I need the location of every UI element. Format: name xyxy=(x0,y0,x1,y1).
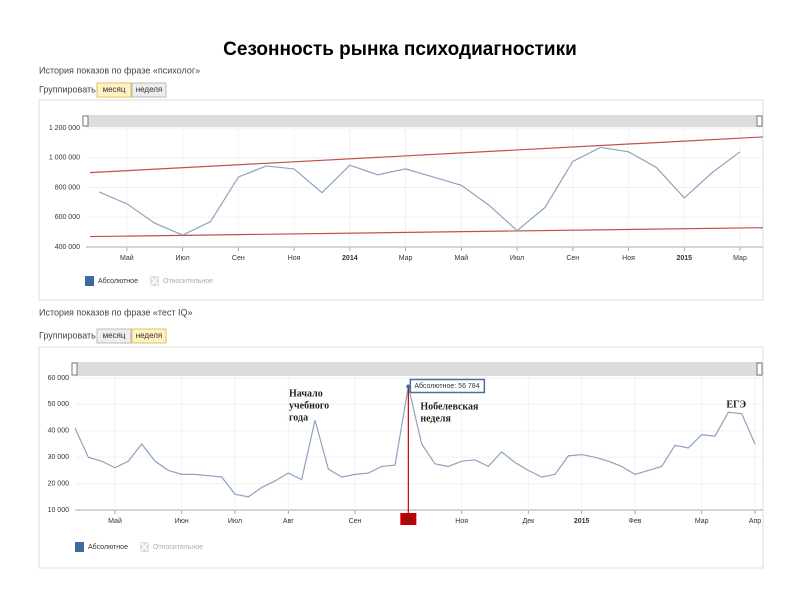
tooltip-box xyxy=(409,378,486,394)
scroller-handle[interactable] xyxy=(756,362,763,376)
x-tick-label: 2015 xyxy=(574,518,590,525)
y-tick-label: 30 000 xyxy=(48,454,70,461)
x-tick-label: Фев xyxy=(629,518,642,525)
series-line xyxy=(74,386,756,498)
x-tick-label: Апр xyxy=(749,518,761,525)
group-button-label[interactable]: месяц xyxy=(103,331,126,340)
group-button[interactable] xyxy=(131,328,167,344)
group-button[interactable] xyxy=(131,82,167,98)
scroller-handle[interactable] xyxy=(82,115,89,127)
slide-title: Сезонность рынка психодиагностики xyxy=(223,39,577,60)
group-label: Группировать по: xyxy=(39,330,111,340)
panel-title: История показов по фразе «тест IQ» xyxy=(39,307,193,317)
x-tick-label: Июл xyxy=(510,255,524,262)
x-tick-label: Сен xyxy=(232,255,245,262)
x-tick-label: Июн xyxy=(175,518,189,525)
group-button-label[interactable]: месяц xyxy=(103,85,126,94)
group-button-label[interactable]: неделя xyxy=(136,331,163,340)
x-tick-label: Сен xyxy=(566,255,579,262)
trend-line xyxy=(89,227,764,238)
scroller-handle[interactable] xyxy=(71,362,78,376)
x-tick-label: Дек xyxy=(522,518,535,525)
y-tick-label: 1 200 000 xyxy=(49,125,80,132)
x-tick-label: Май xyxy=(120,254,134,262)
y-tick-label: 40 000 xyxy=(48,428,70,435)
highlight-point xyxy=(406,384,411,389)
annotation: года xyxy=(289,412,308,423)
y-tick-label: 600 000 xyxy=(55,214,80,221)
group-button-label[interactable]: неделя xyxy=(136,85,163,94)
panel-title: История показов по фразе «психолог» xyxy=(39,65,200,75)
x-tick-label: Мар xyxy=(733,255,747,262)
highlight-date-box xyxy=(400,513,417,525)
legend-label[interactable]: Абсолютное xyxy=(98,277,138,285)
x-tick-label: Ноя xyxy=(455,518,468,525)
legend-label[interactable]: Абсолютное xyxy=(88,543,128,551)
y-tick-label: 10 000 xyxy=(48,507,70,514)
legend-label-inactive[interactable]: Относительное xyxy=(153,544,203,551)
x-tick-label: Сен xyxy=(349,518,362,525)
y-tick-label: 50 000 xyxy=(48,401,70,408)
annotation: учебного xyxy=(289,400,329,411)
annotation: неделя xyxy=(420,413,451,424)
series-line xyxy=(98,146,741,236)
y-tick-label: 1 000 000 xyxy=(49,155,80,162)
scroller-handle[interactable] xyxy=(756,115,763,127)
scroller xyxy=(75,362,763,376)
legend-x xyxy=(140,542,149,552)
x-tick-label: Мар xyxy=(695,518,709,525)
group-button[interactable] xyxy=(96,82,132,98)
legend-label-inactive[interactable]: Относительное xyxy=(163,278,213,285)
group-button[interactable] xyxy=(96,328,132,344)
x-tick-label: 2015 xyxy=(676,255,692,262)
x-tick-label: Июл xyxy=(228,518,242,525)
legend-swatch[interactable] xyxy=(85,276,94,286)
chart-frame xyxy=(38,99,764,301)
highlight-date: 18 xyxy=(404,516,412,523)
annotation: Начало xyxy=(289,388,323,399)
y-tick-label: 20 000 xyxy=(48,480,70,487)
y-tick-label: 60 000 xyxy=(48,375,70,382)
annotation: ЕГЭ xyxy=(726,399,746,410)
legend-swatch[interactable] xyxy=(75,542,84,552)
tooltip-text: Абсолютное: 56 784 xyxy=(414,382,479,390)
x-tick-label: Ноя xyxy=(622,255,635,262)
x-tick-label: Май xyxy=(108,517,122,525)
group-label: Группировать по: xyxy=(39,84,111,94)
y-tick-label: 400 000 xyxy=(55,244,80,251)
legend-x xyxy=(150,276,159,286)
x-tick-label: Авг xyxy=(283,518,294,525)
scroller xyxy=(86,115,763,127)
x-tick-label: Май xyxy=(454,254,468,262)
x-tick-label: 2014 xyxy=(342,255,358,262)
annotation: Нобелевская xyxy=(420,401,479,412)
x-tick-label: Ноя xyxy=(288,255,301,262)
y-tick-label: 800 000 xyxy=(55,184,80,191)
x-tick-label: Июл xyxy=(175,255,189,262)
x-tick-label: Мар xyxy=(399,255,413,262)
trend-line xyxy=(89,136,764,174)
